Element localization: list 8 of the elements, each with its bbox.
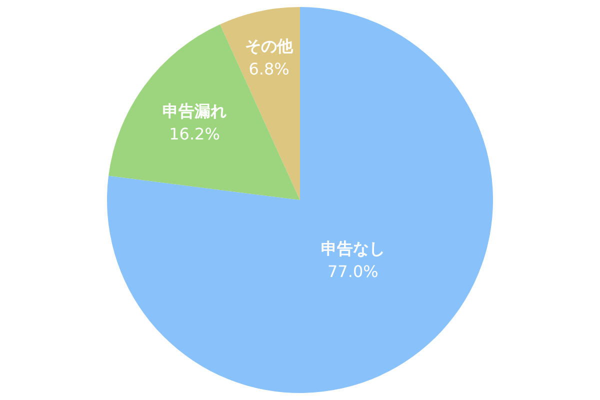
- slice-label: 申告漏れ: [162, 101, 227, 120]
- data-label: 6.8%: [248, 59, 290, 78]
- data-label: 77.0%: [327, 262, 378, 282]
- slice-label: その他: [245, 36, 294, 56]
- pie-slice: [107, 7, 493, 393]
- pie-slice: [108, 24, 300, 200]
- slice-label: 申告なし: [320, 239, 385, 258]
- data-label: 16.2%: [169, 124, 220, 144]
